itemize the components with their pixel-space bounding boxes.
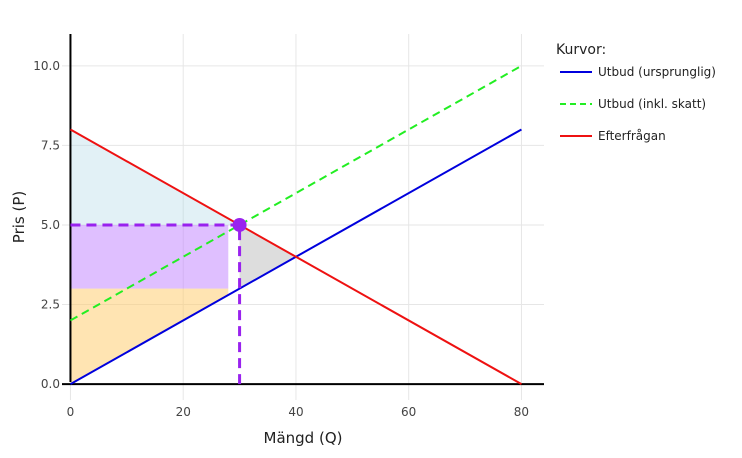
shaded-region-3 xyxy=(239,224,296,289)
x-tick-label: 40 xyxy=(288,405,303,419)
y-tick-label: 5.0 xyxy=(41,218,60,232)
legend-title: Kurvor: xyxy=(556,42,606,58)
y-tick-label: 0.0 xyxy=(41,377,60,391)
legend-label-2: Efterfrågan xyxy=(598,129,666,143)
y-tick-label: 10.0 xyxy=(33,59,60,73)
x-tick-label: 0 xyxy=(67,405,75,419)
legend-label-0: Utbud (ursprunglig) xyxy=(598,65,716,79)
x-tick-label: 80 xyxy=(514,405,529,419)
shaded-region-2 xyxy=(70,288,229,385)
legend-label-1: Utbud (inkl. skatt) xyxy=(598,97,706,111)
y-tick-label: 2.5 xyxy=(41,298,60,312)
equilibrium-point xyxy=(232,217,247,232)
legend: Kurvor: Utbud (ursprunglig) Utbud (inkl. s… xyxy=(556,42,716,143)
shaded-region-1 xyxy=(70,224,229,289)
series-line-1 xyxy=(69,64,522,322)
y-axis-title: Pris (P) xyxy=(10,191,28,243)
y-tick-label: 7.5 xyxy=(41,138,60,152)
x-tick-label: 20 xyxy=(176,405,191,419)
x-tick-label: 60 xyxy=(401,405,416,419)
series-line-2 xyxy=(69,128,522,385)
x-axis-title: Mängd (Q) xyxy=(264,429,343,447)
